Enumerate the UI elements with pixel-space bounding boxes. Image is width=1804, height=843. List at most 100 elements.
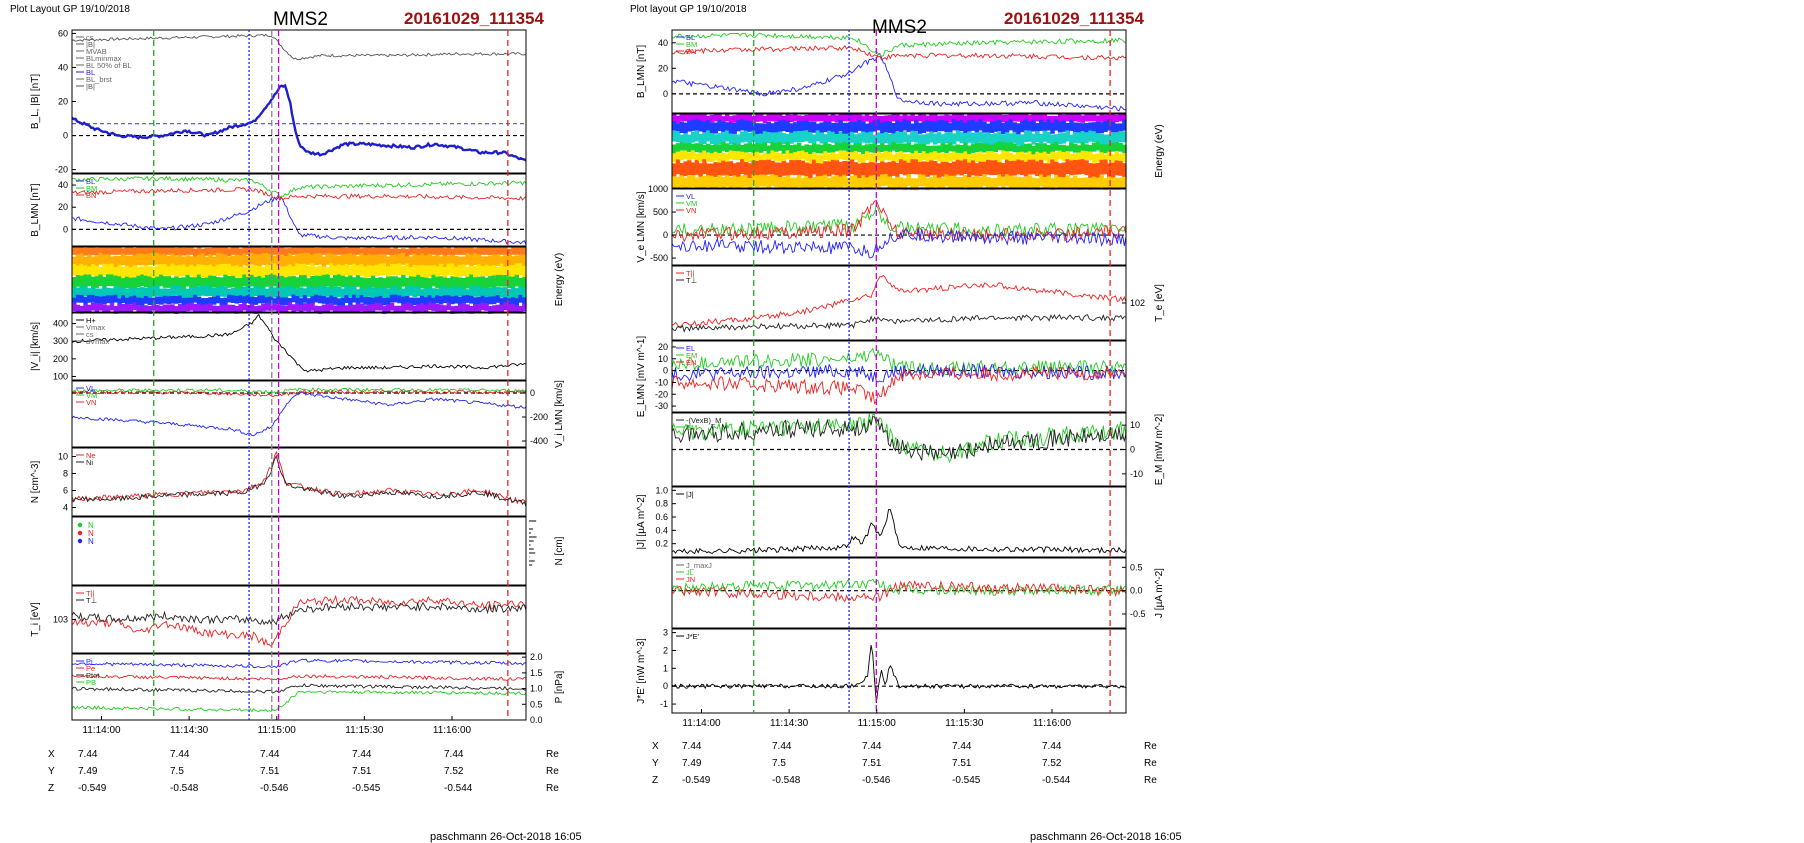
- heatmap-cell: [974, 175, 980, 188]
- heatmap-cell: [955, 152, 961, 162]
- y-axis-label: V_e LMN [km/s]: [636, 191, 647, 262]
- heatmap-cell: [895, 176, 900, 189]
- heatmap-cell: [740, 145, 745, 154]
- heatmap-cell: [431, 297, 436, 306]
- heatmap-cell: [121, 253, 126, 266]
- heatmap-cell: [936, 163, 942, 179]
- coord-unit: Re: [546, 749, 559, 760]
- heatmap-cell: [849, 159, 855, 175]
- heatmap-cell: [283, 305, 289, 314]
- heatmap-cell: [121, 266, 126, 279]
- heatmap-cell: [706, 115, 711, 124]
- coord-value: -0.548: [170, 783, 199, 794]
- heatmap-cell: [1023, 161, 1029, 177]
- heatmap-cell: [815, 163, 821, 178]
- coord-value: 7.44: [682, 741, 702, 752]
- heatmap-cell: [1035, 178, 1040, 191]
- heatmap-cell: [743, 143, 749, 153]
- heatmap-cell: [457, 247, 463, 255]
- heatmap-cell: [1110, 132, 1116, 144]
- heatmap-cell: [291, 276, 296, 288]
- heatmap-cell: [499, 247, 504, 255]
- heatmap-cell: [121, 248, 126, 257]
- heatmap-cell: [770, 174, 775, 186]
- heatmap-cell: [1038, 159, 1044, 175]
- heatmap-cell: [732, 134, 737, 146]
- heatmap-cell: [480, 265, 485, 278]
- heatmap-cell: [416, 274, 421, 287]
- heatmap-cell: [185, 303, 190, 312]
- heatmap-cell: [374, 254, 380, 267]
- heatmap-cell: [283, 266, 289, 278]
- y-tick-label: -20: [55, 165, 68, 175]
- heatmap-cell: [1038, 114, 1044, 122]
- coord-value: -0.546: [260, 783, 289, 794]
- heatmap-cell: [872, 134, 877, 146]
- heatmap-cell: [921, 134, 927, 146]
- heatmap-cell: [1050, 151, 1055, 161]
- heatmap-cell: [1023, 176, 1029, 189]
- heatmap-cell: [895, 162, 900, 178]
- heatmap-cell: [774, 142, 779, 152]
- heatmap-cell: [800, 150, 806, 160]
- heatmap-cell: [211, 247, 217, 256]
- heatmap-cell: [389, 302, 395, 311]
- heatmap-cell: [106, 254, 111, 267]
- heatmap-cell: [864, 132, 870, 144]
- heatmap-cell: [762, 123, 768, 135]
- heatmap-cell: [819, 114, 824, 122]
- heatmap-cell: [1065, 122, 1070, 135]
- heatmap-cell: [382, 247, 387, 255]
- heatmap-cell: [408, 285, 414, 296]
- legend-entry: BL: [86, 177, 95, 186]
- heatmap-cell: [1027, 143, 1033, 153]
- heatmap-cell: [914, 159, 919, 175]
- heatmap-cell: [200, 304, 206, 313]
- heatmap-cell: [211, 256, 217, 269]
- heatmap-cell: [272, 274, 277, 287]
- heatmap-cell: [208, 253, 213, 266]
- heatmap-cell: [929, 152, 934, 162]
- heatmap-cell: [1054, 161, 1059, 177]
- heatmap-cell: [166, 296, 171, 305]
- heatmap-cell: [344, 295, 349, 303]
- heatmap-cell: [936, 115, 942, 123]
- heatmap-cell: [694, 114, 700, 122]
- heatmap-cell: [348, 247, 353, 255]
- heatmap-cell: [963, 133, 968, 145]
- heatmap-cell: [404, 248, 410, 257]
- heatmap-cell: [291, 287, 296, 298]
- heatmap-cell: [1046, 154, 1051, 164]
- heatmap-cell: [435, 247, 440, 255]
- heatmap-cell: [166, 276, 171, 288]
- heatmap-cell: [166, 304, 171, 313]
- heatmap-cell: [694, 160, 700, 175]
- heatmap-cell: [702, 144, 707, 154]
- heatmap-cell: [310, 254, 315, 267]
- heatmap-cell: [132, 255, 137, 268]
- heatmap-cell: [435, 266, 440, 279]
- heatmap-cell: [721, 176, 726, 189]
- y-axis-label: T_i [eV]: [30, 602, 41, 637]
- heatmap-cell: [687, 120, 692, 132]
- heatmap-cell: [997, 114, 1002, 122]
- heatmap-cell: [480, 247, 485, 255]
- x-tick-label: 11:14:30: [170, 725, 209, 736]
- heatmap-cell: [147, 247, 153, 255]
- y-tick-label: 300: [53, 336, 68, 346]
- heatmap-cell: [393, 276, 398, 289]
- heatmap-cell: [359, 277, 364, 290]
- heatmap-cell: [420, 289, 425, 300]
- heatmap-cell: [367, 286, 372, 297]
- heatmap-cell: [336, 264, 342, 277]
- heatmap-cell: [340, 275, 345, 288]
- heatmap-cell: [1038, 152, 1044, 162]
- heatmap-cell: [917, 162, 923, 177]
- heatmap-cell: [79, 286, 84, 297]
- y-tick-label: 100: [53, 371, 68, 381]
- heatmap-cell: [683, 161, 688, 177]
- heatmap-cell: [420, 303, 425, 312]
- heatmap-cell: [295, 253, 300, 266]
- legend-entry: BLminmax: [86, 54, 122, 63]
